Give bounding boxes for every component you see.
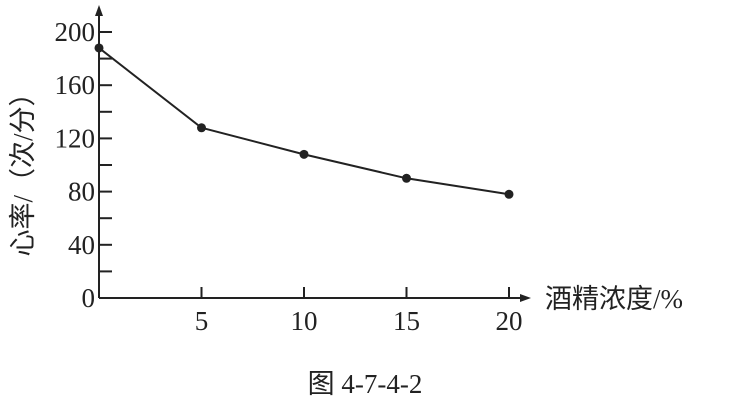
data-line xyxy=(98,47,510,196)
y-axis-arrow xyxy=(95,5,103,16)
y-tick-label: 160 xyxy=(55,70,96,100)
figure-caption: 图 4-7-4-2 xyxy=(308,369,423,399)
data-point xyxy=(299,149,309,159)
y-tick-label: 200 xyxy=(55,17,96,47)
x-tick-label: 5 xyxy=(195,306,209,336)
ticks: 0 40 80 120 160 200 5 10 15 20 xyxy=(55,17,523,336)
y-tick-label: 80 xyxy=(68,177,95,207)
y-tick-label: 0 xyxy=(82,283,96,313)
y-tick-label: 40 xyxy=(68,230,95,260)
y-axis-label: 心率/（次/分） xyxy=(8,79,38,256)
x-axis-label: 酒精浓度/% xyxy=(545,284,683,314)
data-point xyxy=(402,173,411,183)
y-tick-label: 120 xyxy=(55,123,96,153)
data-point xyxy=(504,189,514,199)
x-axis-arrow xyxy=(520,294,531,302)
data-point xyxy=(197,123,206,133)
x-tick-label: 10 xyxy=(291,306,318,336)
x-tick-label: 15 xyxy=(393,306,420,336)
series xyxy=(94,43,514,199)
axes xyxy=(95,5,531,302)
data-point xyxy=(94,43,104,53)
x-tick-label: 20 xyxy=(496,306,523,336)
